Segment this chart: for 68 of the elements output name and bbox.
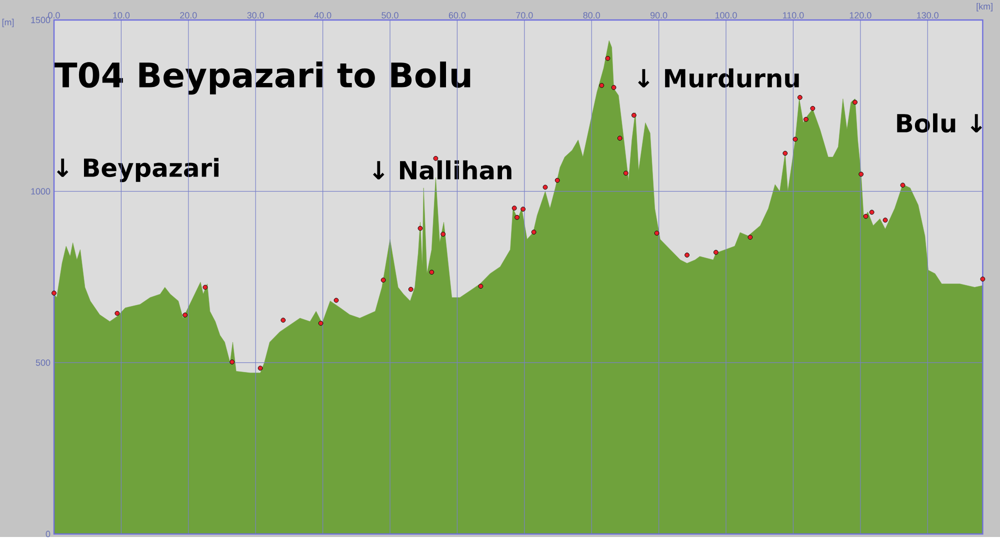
point [334,298,339,303]
x-tick-label: 60.0 [448,12,466,18]
point [280,317,286,322]
x-tick-label: 80.0 [583,12,600,18]
point [514,214,520,220]
y-tick-label: 1500 [31,16,50,23]
point [748,234,753,240]
x-tick-label: 90.0 [650,12,668,18]
point [631,112,636,118]
point [520,206,526,212]
point [980,276,986,282]
point [182,312,188,318]
point [792,136,798,142]
x-tick-label: 0.0 [48,12,60,18]
annotation: ↓ Beypazari [56,158,218,182]
y-tick-label: 1000 [31,188,50,194]
point [429,270,434,274]
annotation: Bolu ↓ [897,113,982,132]
point [599,82,604,88]
point [684,252,690,258]
point [531,229,536,234]
y-axis-title: [m] [2,18,14,27]
x-tick-label: 30.0 [247,12,264,18]
point [230,359,235,364]
x-tick-label: 40.0 [314,12,332,18]
point [852,100,858,104]
x-tick-label: 20.0 [180,12,197,18]
point [52,290,56,296]
x-tick-label: 110.0 [783,12,804,18]
point [623,170,628,176]
point [617,136,622,140]
point [202,284,208,290]
point [114,310,120,316]
point [380,277,386,282]
x-tick-label: 130.0 [917,12,938,18]
point [804,116,808,122]
point [554,178,560,183]
x-tick-label: 100.0 [715,12,737,18]
point [542,184,548,190]
x-tick-label: 50.0 [382,12,398,18]
text: T04 Beypazari to Bolu [54,61,470,94]
point [810,106,816,111]
point [605,56,610,61]
x-tick-label: 120.0 [850,12,872,18]
point [713,250,718,255]
x-tick-label: 10.0 [113,12,130,18]
point [797,94,802,100]
point [863,214,868,219]
point [318,320,324,326]
point [858,172,864,176]
point [900,182,906,188]
point [512,205,517,210]
point [869,210,874,214]
point [408,286,414,292]
annotation: ↓ Nallihan [373,160,512,180]
x-axis-title: [km] [976,2,992,12]
point [440,231,446,236]
x-tick-label: 70.0 [516,12,533,18]
point [418,226,423,231]
point [654,230,660,236]
point [782,150,788,156]
point [258,365,263,370]
point [478,284,484,288]
y-tick-label: 0 [46,530,50,537]
point [611,84,616,90]
y-tick-label: 500 [36,359,50,366]
annotation: ↓ Murdurnu [638,68,799,88]
point [882,217,888,222]
